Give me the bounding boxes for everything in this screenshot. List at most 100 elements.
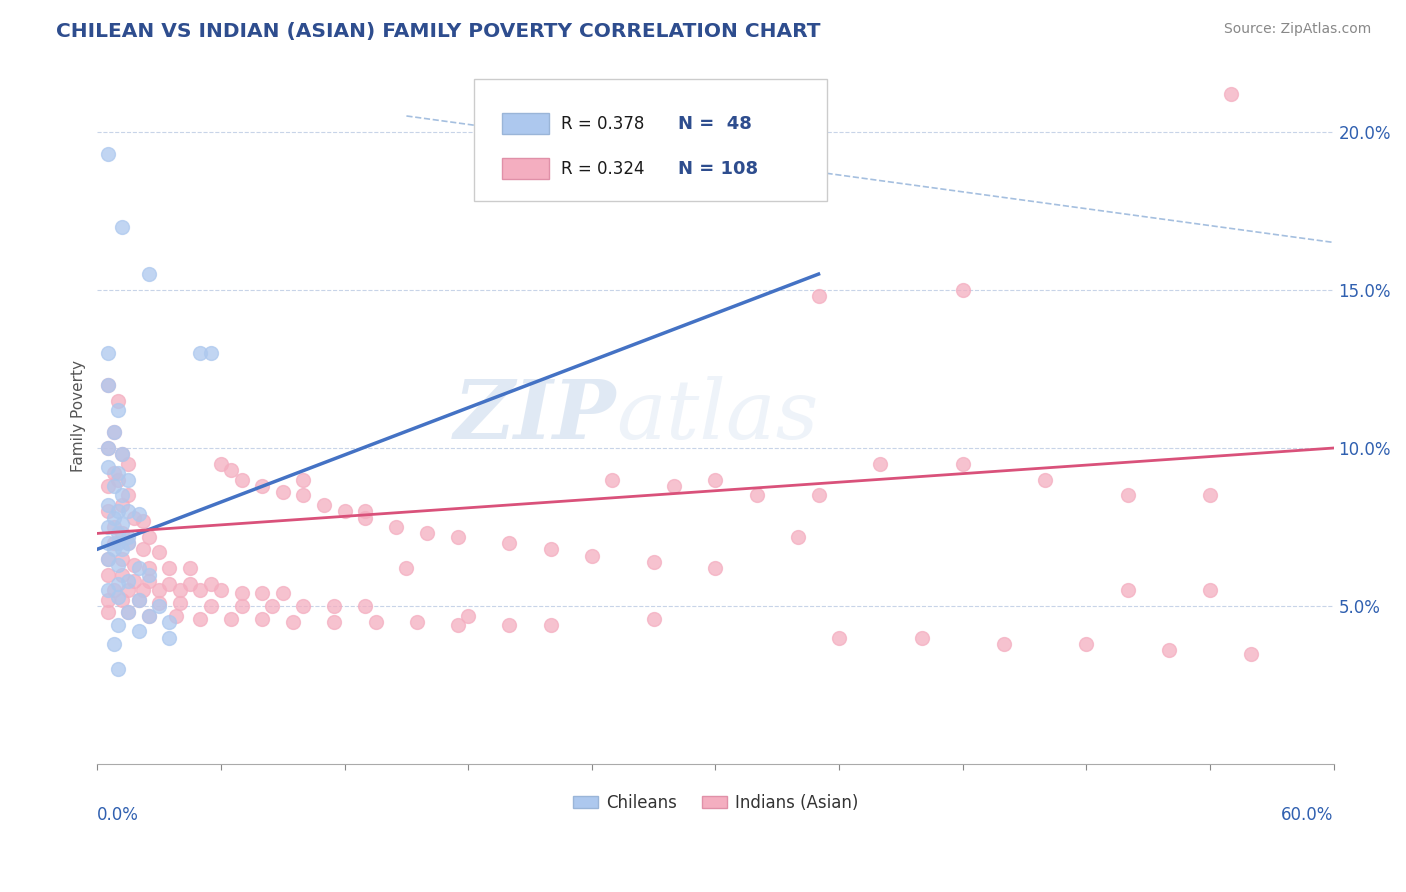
Y-axis label: Family Poverty: Family Poverty [72, 360, 86, 473]
Point [219, 612, 242, 626]
Point [107, 577, 129, 591]
Point [107, 473, 129, 487]
Point [111, 498, 134, 512]
Point [1240, 647, 1263, 661]
Point [200, 599, 222, 614]
Point [169, 583, 191, 598]
Point [97, 377, 120, 392]
Point [1199, 583, 1222, 598]
Point [111, 488, 134, 502]
Point [138, 267, 160, 281]
Point [117, 536, 139, 550]
Point [1033, 473, 1056, 487]
Point [148, 583, 170, 598]
Point [138, 567, 160, 582]
Legend: Chileans, Indians (Asian): Chileans, Indians (Asian) [565, 788, 865, 819]
Point [828, 631, 851, 645]
Point [231, 586, 253, 600]
Point [250, 612, 273, 626]
Point [138, 561, 160, 575]
Point [97, 592, 120, 607]
Point [107, 590, 129, 604]
Point [128, 624, 150, 639]
Point [643, 555, 665, 569]
Point [190, 612, 212, 626]
Point [138, 530, 160, 544]
Point [97, 504, 120, 518]
Point [97, 479, 120, 493]
Point [111, 542, 134, 557]
Point [1219, 87, 1241, 101]
FancyBboxPatch shape [502, 159, 548, 179]
Point [354, 510, 377, 524]
Point [292, 488, 315, 502]
Point [107, 393, 129, 408]
Point [664, 479, 686, 493]
Point [97, 520, 120, 534]
Point [159, 615, 181, 629]
Point [97, 583, 120, 598]
Point [952, 457, 974, 471]
Point [111, 551, 134, 566]
Point [1076, 637, 1098, 651]
Point [250, 479, 273, 493]
Point [111, 447, 134, 461]
Point [385, 520, 408, 534]
Point [395, 561, 418, 575]
Point [131, 514, 153, 528]
Point [97, 551, 120, 566]
Point [103, 467, 125, 481]
Point [131, 542, 153, 557]
Point [165, 608, 187, 623]
Point [117, 574, 139, 588]
Point [103, 583, 125, 598]
Text: CHILEAN VS INDIAN (ASIAN) FAMILY POVERTY CORRELATION CHART: CHILEAN VS INDIAN (ASIAN) FAMILY POVERTY… [56, 22, 821, 41]
Point [292, 473, 315, 487]
Point [111, 567, 134, 582]
Point [807, 488, 830, 502]
Point [179, 561, 201, 575]
Point [124, 558, 146, 572]
Point [117, 530, 139, 544]
Point [131, 583, 153, 598]
Point [111, 592, 134, 607]
Point [190, 346, 212, 360]
Point [103, 510, 125, 524]
Point [107, 536, 129, 550]
Point [447, 618, 470, 632]
Text: N = 108: N = 108 [679, 160, 758, 178]
Point [138, 608, 160, 623]
Point [97, 147, 120, 161]
Point [179, 577, 201, 591]
Point [111, 526, 134, 541]
Point [159, 577, 181, 591]
Point [128, 592, 150, 607]
Point [405, 615, 427, 629]
Point [117, 606, 139, 620]
Point [200, 346, 222, 360]
Point [103, 637, 125, 651]
Point [128, 561, 150, 575]
Point [128, 592, 150, 607]
Point [993, 637, 1015, 651]
Point [1116, 583, 1139, 598]
Point [231, 473, 253, 487]
Point [281, 615, 304, 629]
Point [97, 441, 120, 455]
Point [704, 561, 727, 575]
Point [581, 549, 603, 563]
Text: 0.0%: 0.0% [97, 806, 139, 824]
Point [103, 520, 125, 534]
Point [103, 536, 125, 550]
Point [643, 612, 665, 626]
Point [209, 457, 232, 471]
Point [117, 536, 139, 550]
Point [169, 596, 191, 610]
Text: N =  48: N = 48 [679, 114, 752, 133]
Point [107, 467, 129, 481]
Point [190, 583, 212, 598]
Point [807, 289, 830, 303]
Point [457, 608, 479, 623]
Point [869, 457, 891, 471]
Point [354, 504, 377, 518]
